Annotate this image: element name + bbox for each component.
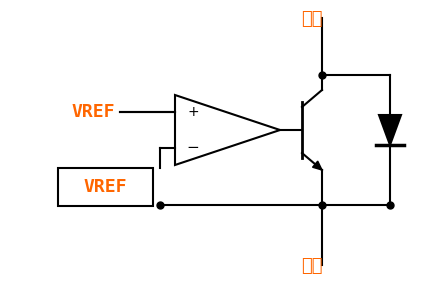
Text: −: − <box>187 140 200 155</box>
Text: 阴极: 阴极 <box>301 10 323 28</box>
Bar <box>58 168 153 206</box>
Polygon shape <box>313 161 322 170</box>
Text: VREF: VREF <box>71 103 115 121</box>
Text: VREF: VREF <box>83 178 127 196</box>
Text: 阳极: 阳极 <box>301 257 323 275</box>
Text: +: + <box>187 105 199 119</box>
Polygon shape <box>379 115 401 145</box>
